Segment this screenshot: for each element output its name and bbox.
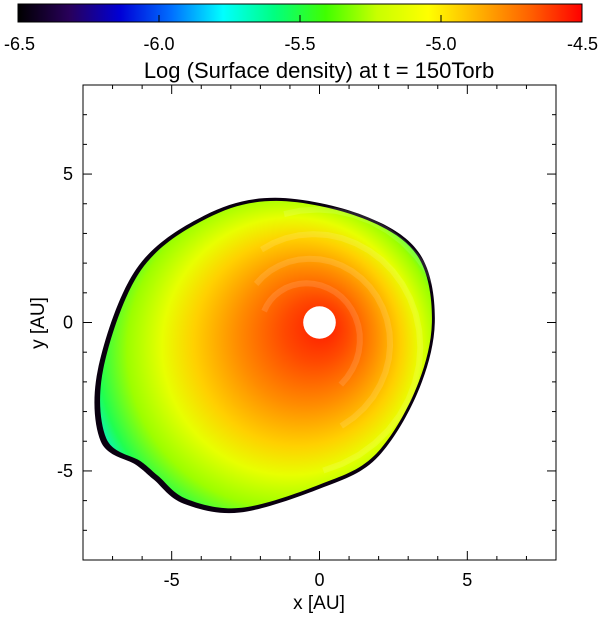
chart-title: Log (Surface density) at t = 150Torb xyxy=(144,58,494,83)
y-tick-label: 5 xyxy=(63,164,73,184)
y-axis-label: y [AU] xyxy=(28,297,49,349)
colorbar-tick-label: -5.5 xyxy=(284,34,315,54)
inner-hole xyxy=(303,306,336,339)
disk-density-map xyxy=(100,200,432,509)
density-ripple xyxy=(283,206,454,515)
density-ripple xyxy=(253,255,394,429)
colorbar-tick-label: -6.5 xyxy=(4,34,35,54)
x-tick-label: -5 xyxy=(164,570,180,590)
density-ripple xyxy=(260,231,424,474)
axis-ticks: -5 0 5 -5 0 5 xyxy=(57,85,556,590)
colorbar-tick-label: -4.5 xyxy=(567,34,598,54)
y-tick-label: -5 xyxy=(57,461,73,481)
density-ripples xyxy=(253,206,454,515)
colorbar-tick-label: -6.0 xyxy=(143,34,174,54)
colorbar-ticks: -6.5 -6.0 -5.5 -5.0 -4.5 xyxy=(4,15,598,54)
x-tick-label: 0 xyxy=(314,570,324,590)
colorbar-tick-label: -5.0 xyxy=(425,34,456,54)
x-tick-label: 5 xyxy=(462,570,472,590)
x-axis-label: x [AU] xyxy=(293,593,345,614)
y-tick-label: 0 xyxy=(63,313,73,333)
density-ripple xyxy=(261,280,363,387)
